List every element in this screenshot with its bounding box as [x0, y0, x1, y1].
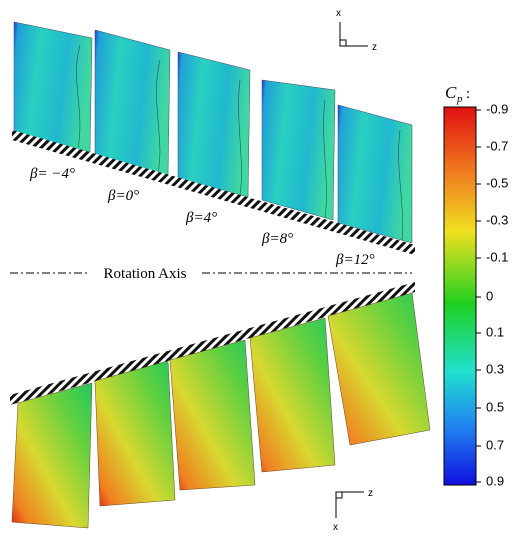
colorbar-tick-label: 0.7 — [486, 437, 504, 452]
axis-z-label: z — [368, 488, 373, 499]
streamlines — [76, 44, 403, 241]
colorbar-tick-label: -0.7 — [486, 138, 508, 153]
beta-label: β=12° — [335, 252, 375, 268]
hub-wall-bottom — [10, 282, 415, 405]
colorbar-tick-label: -0.1 — [486, 249, 508, 264]
top-blades — [13, 21, 413, 244]
colorbar-title-suffix: : — [466, 86, 470, 102]
colorbar-tick-label: 0.1 — [486, 324, 504, 339]
beta-label: β=8° — [261, 231, 293, 247]
colorbar-tick-label: 0.9 — [486, 473, 504, 488]
colorbar-tick-label: 0.5 — [486, 399, 504, 414]
rotation-axis-label: Rotation Axis — [104, 266, 187, 282]
colorbar-tick-label: -0.5 — [486, 175, 508, 190]
colorbar-tick-label: -0.3 — [486, 212, 508, 227]
colorbar-tick-label: -0.9 — [486, 101, 508, 116]
colorbar-title-sub: p — [456, 93, 463, 105]
colorbar — [443, 106, 477, 486]
hub-wall-top — [12, 130, 415, 255]
bottom-blades — [11, 292, 431, 529]
axis-x-label: x — [336, 8, 341, 19]
colorbar-tick-label: 0.3 — [486, 361, 504, 376]
axis-indicator-bottom — [335, 491, 364, 518]
beta-label: β=4° — [185, 210, 217, 226]
axis-indicator-top — [339, 22, 368, 47]
axis-z-label: z — [372, 42, 377, 53]
beta-label: β= −4° — [29, 166, 75, 182]
beta-label: β=0° — [107, 188, 139, 204]
axis-x-label: x — [333, 522, 338, 533]
colorbar-title: C — [445, 83, 457, 102]
colorbar-tick-label: 0 — [486, 288, 493, 303]
